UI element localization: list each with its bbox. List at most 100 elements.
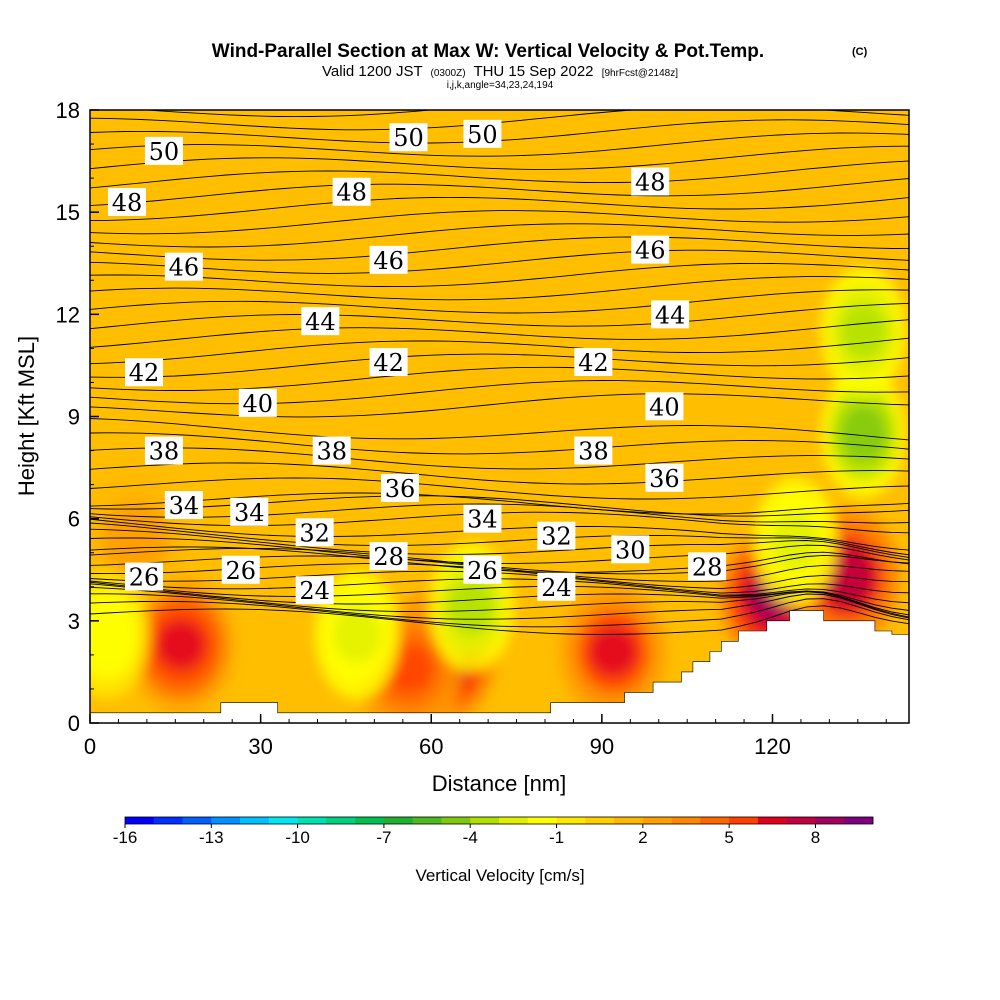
- colorbar-swatch: [642, 817, 672, 824]
- colorbar-tick-label: 8: [811, 828, 820, 847]
- isentrope-label-text: 26: [467, 557, 498, 585]
- isentrope-line: [90, 249, 909, 274]
- x-axis: 0 30 60 90 120: [84, 714, 887, 759]
- colorbar-swatch: [527, 817, 557, 824]
- isentrope-label-text: 38: [578, 438, 609, 466]
- colorbar-swatch: [240, 817, 270, 824]
- isentrope-line: [90, 418, 909, 441]
- x-tick-label: 0: [84, 734, 96, 759]
- isentrope-line: [90, 462, 909, 485]
- isentrope-label-text: 34: [234, 499, 265, 527]
- isentrope-label-text: 48: [635, 169, 666, 197]
- colorbar-tick-label: -13: [199, 828, 224, 847]
- isentrope-label-text: 24: [541, 574, 572, 602]
- isentrope-label: 26: [221, 555, 260, 585]
- isentrope-line: [90, 302, 909, 330]
- isentrope-label-text: 34: [169, 492, 200, 520]
- isentrope-label: 36: [645, 463, 684, 493]
- isentrope-label-box: [125, 562, 164, 591]
- chart-subtitle-indices: i,j,k,angle=34,23,24,194: [447, 80, 554, 91]
- downdraft-core: [771, 514, 819, 571]
- isentrope-label-text: 28: [373, 543, 404, 571]
- y-axis-label: Height [Kft MSL]: [14, 336, 39, 496]
- colorbar-tick-label: -1: [549, 828, 564, 847]
- isentrope-label-box: [107, 187, 146, 216]
- isentrope-label-text: 46: [169, 254, 200, 282]
- isentrope-line: [90, 586, 909, 618]
- isentrope-label-text: 40: [243, 390, 274, 418]
- isentrope-label: 38: [144, 436, 183, 466]
- isentrope-line: [90, 581, 909, 611]
- isentrope-label-box: [574, 348, 613, 377]
- isentrope-line: [90, 605, 909, 635]
- subtitle-utc: (0300Z): [431, 68, 466, 79]
- isentrope-line: [90, 432, 909, 455]
- isentrope-line: [140, 110, 436, 118]
- x-tick-label: 60: [419, 734, 443, 759]
- isentrope-label-box: [651, 300, 690, 329]
- isentrope-label: 40: [645, 392, 684, 421]
- colorbar-swatch: [268, 817, 298, 824]
- isentrope-label-box: [221, 555, 260, 584]
- isentrope-label: 26: [463, 555, 502, 585]
- isentrope-label-text: 44: [305, 308, 336, 336]
- isentrope-label-box: [611, 535, 650, 564]
- isentrope-label: 46: [369, 245, 408, 275]
- isentrope-label: 48: [107, 187, 146, 217]
- isentrope-label-text: 42: [129, 359, 160, 387]
- isentrope-label: 28: [369, 542, 408, 571]
- x-axis-label: Distance [nm]: [432, 771, 567, 796]
- downdraft-core: [333, 606, 382, 663]
- colorbar-swatch: [125, 817, 155, 824]
- isentrope-label: 24: [537, 572, 576, 602]
- colorbar-frame: [124, 816, 874, 825]
- isentrope-label: 28: [688, 552, 727, 581]
- colorbar-swatch: [412, 817, 442, 824]
- colorbar-swatch: [671, 817, 701, 824]
- isentrope-label-box: [295, 518, 334, 547]
- colorbar-label: Vertical Velocity [cm/s]: [415, 866, 584, 885]
- isentrope-label-box: [369, 542, 408, 571]
- isentrope-line: [90, 492, 909, 515]
- isentrope-label: 44: [651, 300, 690, 329]
- isentrope-label-box: [631, 235, 670, 264]
- colorbar-swatch: [297, 817, 327, 824]
- isentrope-label-box: [688, 552, 727, 581]
- isentrope-line: [90, 583, 909, 616]
- colorbar-tick-label: -4: [463, 828, 478, 847]
- isentrope-label-box: [389, 123, 428, 152]
- colorbar-swatch: [153, 817, 183, 824]
- isentrope-label: 30: [611, 535, 650, 564]
- colorbar-swatch: [499, 817, 529, 824]
- colorbar-tick-label: 2: [638, 828, 647, 847]
- colorbar-swatch: [815, 817, 845, 824]
- isentrope-label-box: [144, 436, 183, 465]
- colorbar-swatch: [470, 817, 500, 824]
- colorbar-swatch: [614, 817, 644, 824]
- isentrope-label-box: [645, 463, 684, 492]
- isentrope-line: [90, 210, 909, 235]
- isentrope-line: [90, 196, 909, 222]
- isentrope-label-box: [301, 307, 340, 336]
- isentrope-label-box: [295, 576, 334, 605]
- downdraft-core: [839, 405, 888, 462]
- isentrope-label-text: 50: [393, 124, 424, 152]
- isentrope-label-text: 46: [635, 237, 666, 265]
- isentrope-label-box: [537, 572, 576, 601]
- downdraft-core: [90, 606, 131, 663]
- isentrope-label-text: 38: [149, 438, 180, 466]
- isentrope-label-text: 34: [467, 506, 498, 534]
- colorbar-swatch: [211, 817, 241, 824]
- colorbar-swatch: [383, 817, 413, 824]
- colorbar-swatch: [786, 817, 816, 824]
- terrain-mask: [90, 610, 909, 723]
- colorbar-swatch: [729, 817, 759, 824]
- colorbar-tick-label: -10: [285, 828, 310, 847]
- isentrope-label-text: 24: [299, 577, 330, 605]
- chart-title: Wind-Parallel Section at Max W: Vertical…: [212, 41, 764, 62]
- updraft-core: [156, 619, 206, 670]
- isentrope-label-box: [230, 497, 269, 526]
- isentrope-label-box: [312, 436, 351, 465]
- isentrope-label-text: 32: [299, 519, 330, 547]
- isentrope-line: [90, 528, 909, 558]
